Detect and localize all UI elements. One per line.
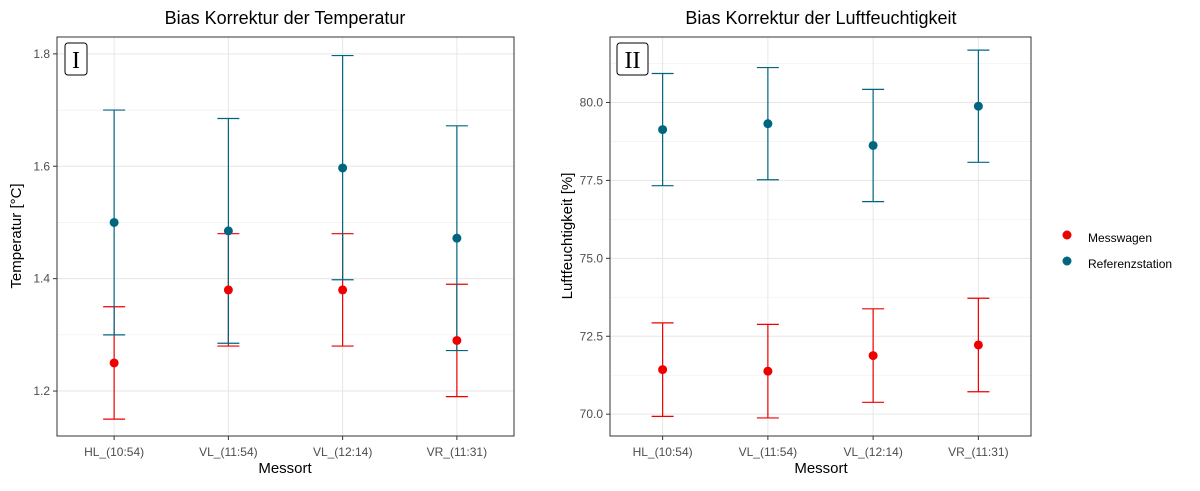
legend-label-messwagen: Messwagen [1088, 231, 1152, 245]
temperature-axes: 1.2 1.4 1.6 1.8 HL_(10:54) VL_(11:54) VL_(12:1… [33, 47, 487, 459]
temperature-messwagen-point [338, 285, 348, 295]
humidity-panel-tag: II [625, 48, 641, 74]
temperature-messwagen-point [109, 358, 119, 368]
humidity-messwagen-point [868, 351, 878, 361]
humidity-x-tick-label: HL_(10:54) [633, 445, 693, 459]
humidity-marks [651, 49, 990, 419]
humidity-panel-tag-box [616, 42, 649, 76]
humidity-messwagen-point [973, 340, 983, 350]
humidity-y-tick-label: 70.0 [580, 407, 604, 421]
humidity-referenzstation-point [658, 125, 668, 135]
humidity-axes: 70.0 72.5 75.0 77.5 80.0 HL_(10:54) VL_(11:54)… [580, 95, 1009, 459]
temperature-chart-title: Bias Korrektur der Temperatur [165, 8, 406, 28]
humidity-y-tick-label: 75.0 [580, 251, 604, 265]
temperature-messwagen-point [452, 335, 462, 345]
temperature-panel-tag-box [64, 42, 88, 76]
temperature-panel: Bias Korrektur der Temperatur 1.21.41.61… [8, 8, 515, 477]
humidity-x-axis-title: Messort [794, 460, 848, 477]
temperature-y-tick-label: 1.4 [33, 272, 50, 286]
temperature-x-axis-title: Messort [258, 460, 312, 477]
temperature-panel-tag: I [72, 48, 80, 74]
humidity-panel-border [609, 36, 1032, 437]
humidity-chart-title: Bias Korrektur der Luftfeuchtigkeit [685, 8, 956, 28]
humidity-messwagen-point [763, 366, 773, 376]
legend-key-messwagen [1062, 230, 1072, 240]
temperature-marks [103, 54, 468, 420]
temperature-x-tick-label: VL_(11:54) [199, 445, 257, 459]
humidity-referenzstation-point [868, 140, 878, 150]
humidity-x-tick-label: VL_(11:54) [739, 445, 797, 459]
humidity-y-axis-title: Luftfeuchtigkeit [%] [559, 173, 576, 300]
temperature-x-tick-label: VR_(11:31) [427, 445, 487, 459]
temperature-y-axis-title: Temperatur [°C] [8, 183, 25, 288]
humidity-messwagen-point [658, 365, 668, 375]
temperature-referenzstation-point [338, 163, 348, 173]
temperature-referenzstation-point [223, 226, 233, 236]
humidity-x-tick-label: VL_(12:14) [843, 445, 902, 459]
humidity-y-tick-label: 80.0 [580, 95, 604, 109]
temperature-y-tick-label: 1.8 [33, 47, 50, 61]
legend-key-referenzstation [1062, 256, 1072, 266]
temperature-referenzstation-point [109, 217, 119, 227]
humidity-y-tick-label: 77.5 [580, 173, 604, 187]
temperature-panel-border [56, 36, 515, 437]
humidity-x-tick-label: VR_(11:31) [948, 445, 1008, 459]
humidity-referenzstation-point [973, 101, 983, 111]
temperature-y-tick-label: 1.6 [33, 159, 50, 173]
humidity-panel: Bias Korrektur der Luftfeuchtigkeit 70.0… [559, 8, 1032, 477]
temperature-referenzstation-point [452, 233, 462, 243]
humidity-referenzstation-point [763, 119, 773, 129]
temperature-x-tick-label: VL_(12:14) [313, 445, 372, 459]
temperature-x-tick-label: HL_(10:54) [84, 445, 144, 459]
temperature-y-tick-label: 1.2 [33, 384, 50, 398]
legend: Messwagen Referenzstation [1062, 230, 1172, 271]
temperature-messwagen-point [223, 285, 233, 295]
legend-label-referenzstation: Referenzstation [1088, 257, 1172, 271]
humidity-y-tick-label: 72.5 [580, 329, 604, 343]
